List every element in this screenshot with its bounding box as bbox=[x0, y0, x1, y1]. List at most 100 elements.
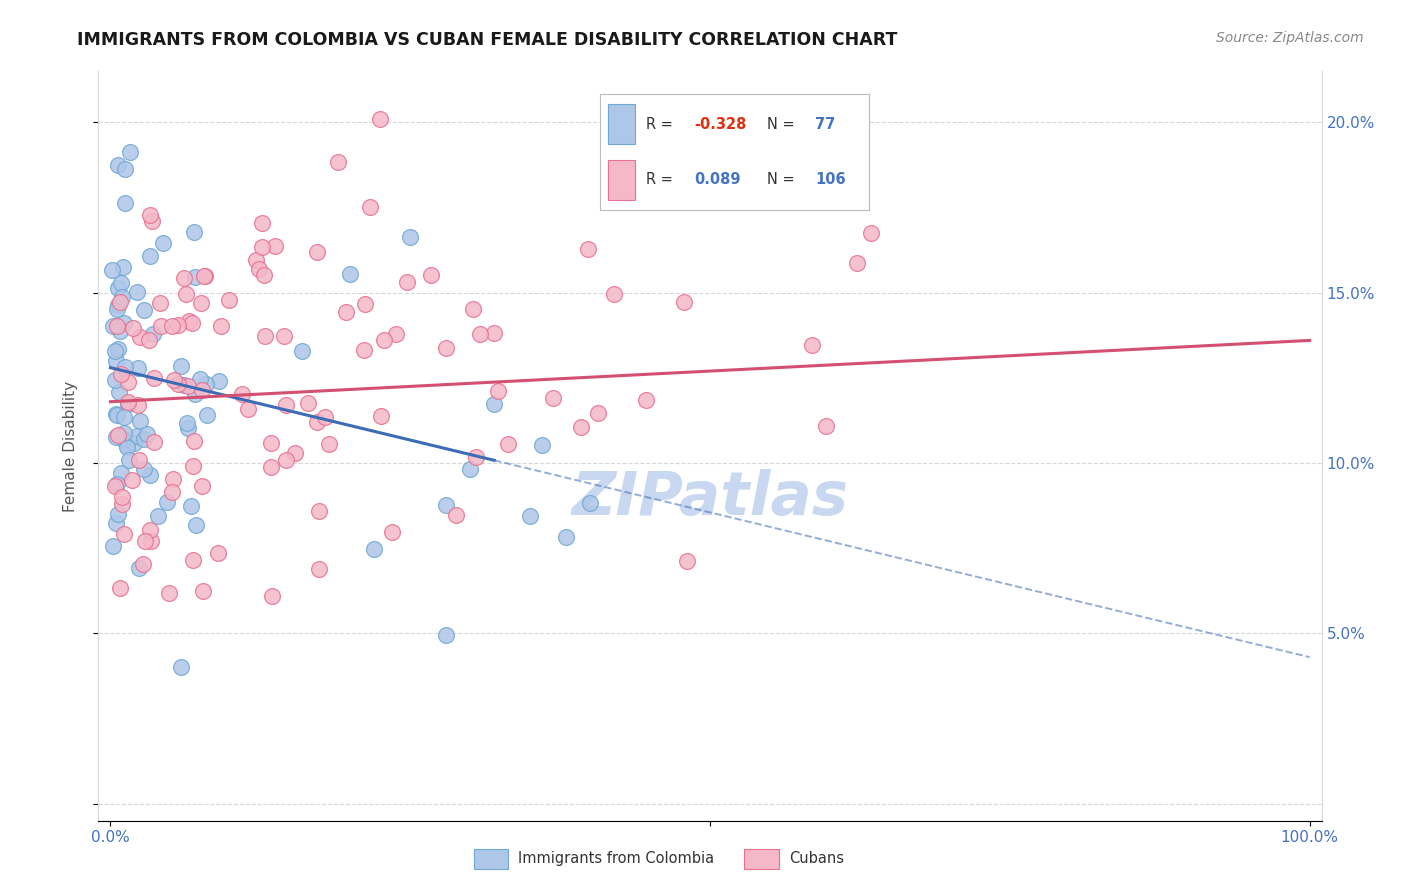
Text: Immigrants from Colombia: Immigrants from Colombia bbox=[517, 852, 714, 866]
Point bbox=[260, 435, 283, 450]
Point bbox=[117, 394, 139, 409]
Point bbox=[326, 154, 349, 169]
Point bbox=[111, 432, 134, 446]
Point bbox=[104, 373, 127, 387]
Point bbox=[576, 242, 599, 256]
Point bbox=[105, 429, 128, 443]
Point bbox=[156, 494, 179, 508]
Point bbox=[444, 508, 467, 522]
Point bbox=[157, 586, 180, 600]
Point bbox=[276, 453, 298, 467]
Point bbox=[105, 476, 128, 491]
Point bbox=[107, 342, 129, 356]
Point bbox=[139, 467, 162, 482]
Point bbox=[105, 408, 128, 422]
Point bbox=[194, 268, 217, 283]
Point bbox=[180, 316, 202, 330]
Y-axis label: Female Disability: Female Disability bbox=[63, 380, 77, 512]
Point bbox=[143, 370, 166, 384]
Point bbox=[250, 240, 273, 254]
Point bbox=[127, 398, 149, 412]
Point bbox=[519, 508, 541, 523]
Point bbox=[160, 318, 183, 333]
Point bbox=[486, 384, 509, 399]
Point bbox=[142, 435, 165, 450]
Point bbox=[128, 453, 150, 467]
Point bbox=[335, 304, 357, 318]
Point bbox=[121, 473, 143, 487]
Point bbox=[112, 526, 135, 541]
Point bbox=[108, 581, 131, 595]
Point bbox=[209, 318, 232, 333]
Point bbox=[105, 318, 128, 333]
Point bbox=[120, 145, 142, 159]
Point bbox=[127, 361, 149, 376]
Point bbox=[112, 316, 135, 330]
Point bbox=[101, 318, 124, 333]
Point bbox=[110, 367, 132, 381]
Point bbox=[254, 329, 277, 343]
Point bbox=[108, 325, 131, 339]
Point bbox=[101, 262, 124, 277]
Point bbox=[170, 660, 193, 674]
Point bbox=[603, 287, 626, 301]
Point bbox=[458, 462, 481, 476]
Point bbox=[107, 508, 129, 522]
Point bbox=[163, 373, 186, 387]
Point bbox=[579, 496, 602, 510]
Point bbox=[114, 161, 136, 176]
Point bbox=[297, 396, 319, 410]
Point bbox=[141, 214, 163, 228]
Point bbox=[420, 268, 443, 283]
Point bbox=[373, 333, 395, 347]
Point bbox=[571, 419, 593, 434]
Point bbox=[149, 296, 172, 310]
Point bbox=[634, 393, 657, 408]
Point bbox=[190, 296, 212, 310]
Point bbox=[318, 437, 340, 451]
Point bbox=[675, 554, 697, 568]
Point bbox=[121, 320, 143, 334]
Point bbox=[181, 459, 204, 474]
Point bbox=[207, 546, 229, 560]
Point bbox=[177, 379, 200, 393]
Point bbox=[167, 318, 190, 332]
Point bbox=[191, 584, 214, 599]
Point bbox=[139, 534, 162, 549]
Point bbox=[107, 281, 129, 295]
Point bbox=[434, 498, 457, 512]
Point bbox=[162, 472, 184, 486]
Text: Cubans: Cubans bbox=[789, 852, 844, 866]
Point bbox=[114, 359, 136, 374]
Point bbox=[245, 253, 267, 268]
Point bbox=[184, 518, 207, 533]
Point bbox=[134, 534, 156, 549]
Point bbox=[191, 384, 214, 398]
Point bbox=[314, 410, 336, 425]
Point bbox=[436, 341, 458, 355]
Point bbox=[307, 416, 329, 430]
Point bbox=[112, 410, 135, 425]
Point bbox=[434, 628, 457, 642]
Point bbox=[122, 436, 145, 450]
Text: Source: ZipAtlas.com: Source: ZipAtlas.com bbox=[1216, 31, 1364, 45]
Point bbox=[150, 318, 173, 333]
Point bbox=[115, 438, 138, 452]
Point bbox=[276, 398, 298, 412]
Point bbox=[107, 385, 129, 400]
Point bbox=[308, 504, 330, 518]
Text: IMMIGRANTS FROM COLOMBIA VS CUBAN FEMALE DISABILITY CORRELATION CHART: IMMIGRANTS FROM COLOMBIA VS CUBAN FEMALE… bbox=[77, 31, 897, 49]
Point bbox=[104, 344, 127, 359]
Point bbox=[138, 334, 160, 348]
Point bbox=[353, 343, 375, 357]
Point bbox=[370, 112, 392, 126]
Point bbox=[555, 530, 578, 544]
Point bbox=[291, 343, 314, 358]
Point bbox=[385, 326, 408, 341]
Point bbox=[253, 268, 276, 282]
Point bbox=[134, 432, 156, 446]
Point bbox=[181, 553, 204, 567]
Point bbox=[190, 479, 212, 493]
Point bbox=[127, 429, 149, 443]
Point bbox=[247, 261, 270, 276]
